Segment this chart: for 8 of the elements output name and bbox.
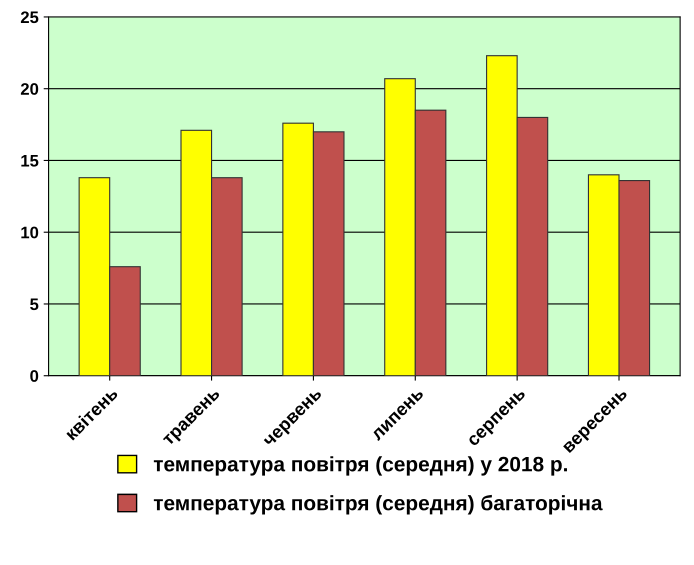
y-tick-label: 20 <box>20 83 38 95</box>
y-tick-label: 5 <box>30 298 38 310</box>
legend-label: температура повітря (середня) у 2018 р. <box>154 456 567 476</box>
y-tick-label: 25 <box>20 11 38 24</box>
y-tick-label: 0 <box>30 370 38 382</box>
y-tick-label: 10 <box>21 226 38 238</box>
legend-label: температура повітря (середня) багаторічна <box>154 494 603 515</box>
y-tick-label: 15 <box>21 155 38 167</box>
